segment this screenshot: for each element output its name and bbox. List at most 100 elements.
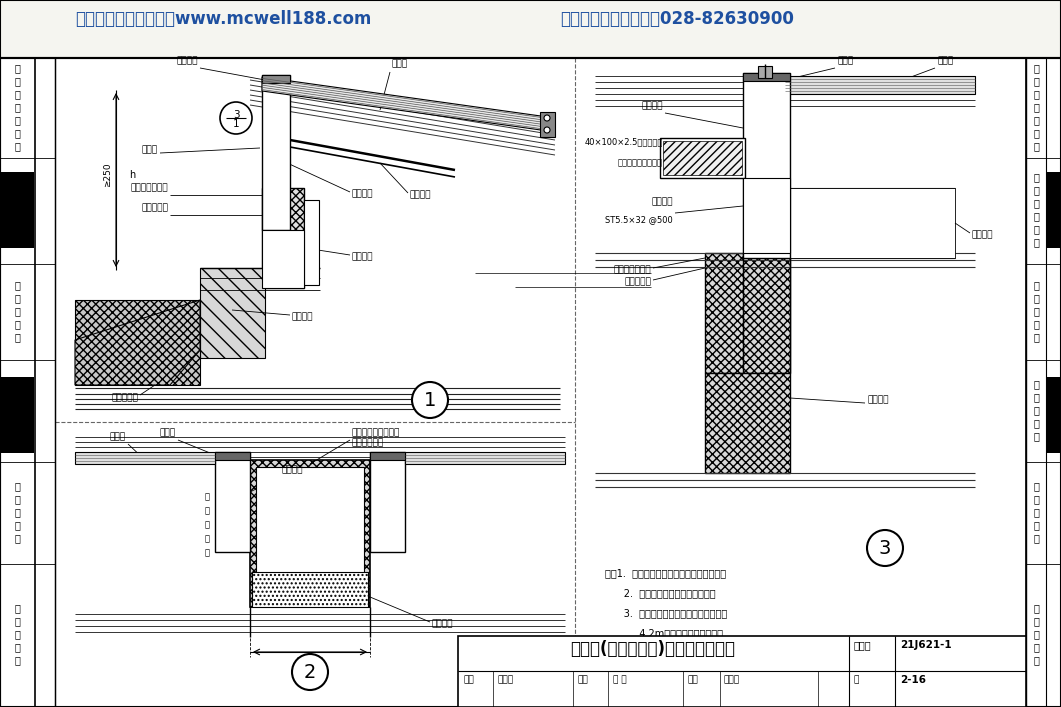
Text: 平: 平 — [14, 63, 20, 73]
Text: 架: 架 — [14, 211, 20, 221]
Bar — [262, 75, 290, 230]
Text: 屋: 屋 — [14, 280, 20, 290]
Text: 采: 采 — [14, 306, 20, 316]
Text: 成品金属板保温天沟: 成品金属板保温天沟 — [352, 428, 400, 437]
Text: 采光板: 采光板 — [937, 56, 953, 65]
Text: 保温天沟宽: 保温天沟宽 — [297, 657, 324, 666]
Text: 面: 面 — [14, 405, 20, 415]
Text: 窗: 窗 — [14, 533, 20, 543]
Text: 窗: 窗 — [1033, 199, 1039, 209]
Text: 下: 下 — [1033, 494, 1039, 504]
Bar — [253, 572, 368, 607]
Bar — [305, 200, 319, 285]
Text: 保: 保 — [205, 492, 209, 501]
Bar — [705, 253, 790, 373]
Text: 屋: 屋 — [1033, 392, 1039, 402]
Text: 窗: 窗 — [1033, 238, 1039, 247]
Text: 电动推杆: 电动推杆 — [410, 190, 432, 199]
Text: 导: 导 — [1033, 604, 1039, 614]
Text: 40×100×2.5热镀锌钢管: 40×100×2.5热镀锌钢管 — [585, 137, 663, 146]
Text: 钢: 钢 — [14, 173, 20, 182]
Text: 保温材料: 保温材料 — [292, 312, 313, 321]
Text: 面: 面 — [1033, 405, 1039, 415]
Text: 2.  屋面构造做法详见工程设计。: 2. 屋面构造做法详见工程设计。 — [605, 588, 715, 598]
Text: 天: 天 — [14, 520, 20, 530]
Text: 光: 光 — [1033, 319, 1039, 329]
Polygon shape — [75, 300, 201, 385]
Text: 平: 平 — [1033, 63, 1039, 73]
Text: 带: 带 — [1033, 332, 1039, 342]
Text: 2: 2 — [303, 663, 316, 682]
Text: 屋: 屋 — [14, 392, 20, 402]
Text: 天窗骨架: 天窗骨架 — [972, 230, 993, 239]
Bar — [705, 373, 790, 473]
Text: 屋面泛水板: 屋面泛水板 — [141, 203, 168, 212]
Text: 下: 下 — [14, 494, 20, 504]
Text: 页: 页 — [854, 675, 859, 684]
Text: 采: 采 — [1033, 306, 1039, 316]
Bar — [540, 112, 555, 137]
Bar — [262, 188, 305, 288]
Bar — [0, 0, 1061, 58]
Text: 平开型(双扇上开窗)天窗构造节点图: 平开型(双扇上开窗)天窗构造节点图 — [571, 640, 735, 658]
Text: 天窗基座: 天窗基座 — [352, 252, 373, 261]
Text: 罩: 罩 — [1033, 102, 1039, 112]
Text: 带: 带 — [14, 332, 20, 342]
Polygon shape — [405, 452, 566, 464]
Text: 成品金属泛水板: 成品金属泛水板 — [613, 265, 651, 274]
Text: 地: 地 — [14, 481, 20, 491]
Text: 密封条: 密封条 — [142, 146, 158, 155]
Text: 3.  本页构造详图也适用于窗扇长度为: 3. 本页构造详图也适用于窗扇长度为 — [605, 608, 727, 618]
Text: ST5.5×32 @500: ST5.5×32 @500 — [605, 215, 673, 224]
Text: 2-16: 2-16 — [900, 675, 926, 685]
Bar — [1047, 172, 1061, 248]
Text: 4.2m的平开型双扇上开窗。: 4.2m的平开型双扇上开窗。 — [605, 628, 723, 638]
Text: 体: 体 — [14, 115, 20, 125]
Text: h: h — [128, 170, 135, 180]
Text: 窗: 窗 — [1033, 431, 1039, 441]
Bar — [256, 467, 364, 592]
Text: 管: 管 — [1033, 629, 1039, 640]
Text: 窗: 窗 — [14, 141, 20, 151]
Text: 天: 天 — [1033, 225, 1039, 235]
Text: 自攻螺钉: 自攻螺钉 — [651, 197, 673, 206]
Text: 温: 温 — [205, 506, 209, 515]
Text: 1: 1 — [232, 119, 240, 129]
Text: 铝合金窗: 铝合金窗 — [642, 101, 663, 110]
Text: 段丽琰: 段丽琰 — [723, 675, 740, 684]
Text: 壁: 壁 — [205, 548, 209, 557]
Polygon shape — [75, 300, 201, 385]
Text: 天: 天 — [1033, 128, 1039, 138]
Polygon shape — [262, 77, 555, 132]
Text: 窗: 窗 — [1033, 533, 1039, 543]
Bar — [743, 73, 790, 258]
Text: 光: 光 — [1033, 655, 1039, 665]
Text: 天: 天 — [14, 185, 20, 196]
Text: 屋: 屋 — [1033, 76, 1039, 86]
Text: 光: 光 — [14, 617, 20, 626]
Text: 坡: 坡 — [14, 379, 20, 389]
Text: 坡: 坡 — [1033, 379, 1039, 389]
Text: 审核: 审核 — [463, 675, 474, 684]
Text: 密封条: 密封条 — [837, 56, 853, 65]
Text: 面: 面 — [14, 293, 20, 303]
Text: 麦克威电动排烟天窗：www.mcwell188.com: 麦克威电动排烟天窗：www.mcwell188.com — [75, 10, 371, 28]
Text: 天窗骨架: 天窗骨架 — [432, 619, 453, 628]
Text: 成品金属泛水板: 成品金属泛水板 — [131, 183, 168, 192]
Text: 周 舟: 周 舟 — [613, 675, 627, 684]
Text: 光: 光 — [14, 655, 20, 665]
Circle shape — [544, 115, 550, 121]
Text: 天: 天 — [1033, 185, 1039, 196]
Text: 采: 采 — [14, 643, 20, 653]
Text: 窗: 窗 — [14, 238, 20, 247]
Text: 设计: 设计 — [688, 675, 699, 684]
Circle shape — [220, 102, 253, 134]
Bar — [790, 188, 955, 258]
Circle shape — [292, 654, 328, 690]
Text: 天窗基座: 天窗基座 — [867, 395, 888, 404]
Bar — [262, 75, 290, 83]
Text: 天: 天 — [1033, 520, 1039, 530]
Text: 光: 光 — [1033, 617, 1039, 626]
Text: 体: 体 — [1033, 115, 1039, 125]
Text: 室: 室 — [14, 507, 20, 517]
